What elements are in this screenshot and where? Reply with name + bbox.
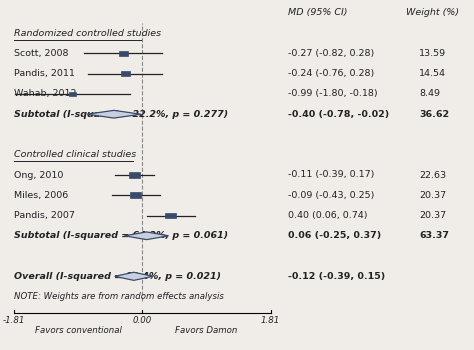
Text: Favors conventional: Favors conventional	[35, 326, 121, 335]
Text: Weight (%): Weight (%)	[406, 8, 459, 18]
Text: -0.27 (-0.82, 0.28): -0.27 (-0.82, 0.28)	[288, 49, 374, 58]
Text: Pandis, 2011: Pandis, 2011	[14, 69, 75, 78]
Text: 22.63: 22.63	[419, 170, 446, 180]
Text: NOTE: Weights are from random effects analysis: NOTE: Weights are from random effects an…	[14, 292, 224, 301]
Text: Randomized controlled studies: Randomized controlled studies	[14, 29, 161, 38]
Text: -0.11 (-0.39, 0.17): -0.11 (-0.39, 0.17)	[288, 170, 374, 180]
Bar	[121, 71, 130, 76]
Bar	[118, 51, 128, 56]
Text: Ong, 2010: Ong, 2010	[14, 170, 64, 180]
Bar	[165, 213, 176, 218]
Polygon shape	[87, 110, 141, 118]
Text: 14.54: 14.54	[419, 69, 446, 78]
Text: 8.49: 8.49	[419, 90, 440, 98]
Text: Miles, 2006: Miles, 2006	[14, 191, 68, 200]
Bar	[129, 172, 140, 178]
Text: -0.24 (-0.76, 0.28): -0.24 (-0.76, 0.28)	[288, 69, 374, 78]
Text: -1.81: -1.81	[3, 316, 25, 325]
Text: Scott, 2008: Scott, 2008	[14, 49, 68, 58]
Polygon shape	[115, 272, 153, 280]
Text: Subtotal (I-squared = 22.2%, p = 0.277): Subtotal (I-squared = 22.2%, p = 0.277)	[14, 110, 228, 119]
Polygon shape	[125, 232, 169, 240]
Text: Wahab, 2012: Wahab, 2012	[14, 90, 76, 98]
Text: -0.09 (-0.43, 0.25): -0.09 (-0.43, 0.25)	[288, 191, 374, 200]
Text: MD (95% CI): MD (95% CI)	[288, 8, 347, 18]
Text: Overall (I-squared = 62.4%, p = 0.021): Overall (I-squared = 62.4%, p = 0.021)	[14, 272, 221, 281]
Text: Pandis, 2007: Pandis, 2007	[14, 211, 75, 220]
Text: Favors Damon: Favors Damon	[175, 326, 237, 335]
Text: Subtotal (I-squared = 64.2%, p = 0.061): Subtotal (I-squared = 64.2%, p = 0.061)	[14, 231, 228, 240]
Bar	[69, 92, 76, 96]
Text: 0.06 (-0.25, 0.37): 0.06 (-0.25, 0.37)	[288, 231, 381, 240]
Text: 20.37: 20.37	[419, 211, 446, 220]
Text: 36.62: 36.62	[419, 110, 449, 119]
Text: 13.59: 13.59	[419, 49, 446, 58]
Text: -0.99 (-1.80, -0.18): -0.99 (-1.80, -0.18)	[288, 90, 377, 98]
Bar	[130, 193, 141, 198]
Text: -0.40 (-0.78, -0.02): -0.40 (-0.78, -0.02)	[288, 110, 389, 119]
Text: 1.81: 1.81	[261, 316, 280, 325]
Text: 63.37: 63.37	[419, 231, 449, 240]
Text: 0.00: 0.00	[133, 316, 152, 325]
Text: 0.40 (0.06, 0.74): 0.40 (0.06, 0.74)	[288, 211, 367, 220]
Text: -0.12 (-0.39, 0.15): -0.12 (-0.39, 0.15)	[288, 272, 385, 281]
Text: 20.37: 20.37	[419, 191, 446, 200]
Text: Controlled clinical studies: Controlled clinical studies	[14, 150, 136, 159]
